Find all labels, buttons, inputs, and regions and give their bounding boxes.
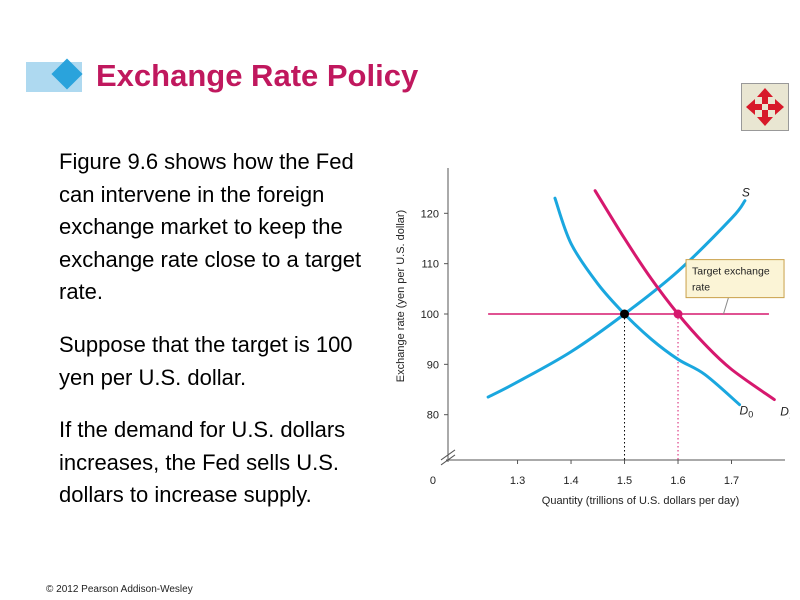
equilibrium-point bbox=[620, 309, 630, 319]
slide-title: Exchange Rate Policy bbox=[96, 58, 419, 93]
arrow-right-icon bbox=[768, 99, 784, 115]
axis-break-mark bbox=[440, 454, 456, 466]
exchange-rate-chart: 80 90 100 110 120 1.3 1.4 1.5 1.6 1.7 0 Quantity (t… bbox=[395, 168, 790, 507]
curve-label: D0 bbox=[740, 404, 754, 420]
y-tick-label: 110 bbox=[421, 259, 439, 271]
paragraph-3: If the demand for U.S. dollars increases… bbox=[59, 417, 346, 508]
y-tick-label: 120 bbox=[421, 208, 439, 220]
body-text: Figure 9.6 shows how the Fed can interve… bbox=[59, 146, 379, 532]
origin-label: 0 bbox=[430, 475, 436, 487]
callout-box bbox=[685, 259, 785, 299]
demand-curve-d0 bbox=[553, 196, 742, 407]
x-tick-label: 1.7 bbox=[724, 475, 739, 487]
equilibrium-point bbox=[673, 309, 683, 319]
x-tick-label: 1.5 bbox=[617, 475, 632, 487]
callout-leader bbox=[723, 296, 730, 315]
four-way-arrow-icon[interactable] bbox=[741, 83, 789, 131]
y-tick-label: 80 bbox=[427, 410, 439, 422]
four-way-arrow-glyph bbox=[746, 88, 784, 126]
supply-curve-s bbox=[486, 199, 747, 399]
paragraph-2: Suppose that the target is 100 yen per U… bbox=[59, 331, 353, 390]
arrow-down-icon bbox=[757, 110, 773, 126]
y-axis-label: Exchange rate (yen per U.S. dollar) bbox=[395, 210, 407, 382]
callout-text-line-2: rate bbox=[692, 282, 710, 294]
curve-label: S bbox=[742, 186, 750, 200]
x-tick-label: 1.6 bbox=[670, 475, 685, 487]
y-tick-label: 100 bbox=[421, 309, 439, 321]
curve-label: D1 bbox=[780, 405, 790, 421]
arrow-left-icon bbox=[746, 99, 762, 115]
arrow-up-icon bbox=[757, 88, 773, 104]
y-tick-label: 90 bbox=[427, 359, 439, 371]
x-tick-label: 1.4 bbox=[563, 475, 578, 487]
callout-text-line-1: Target exchange bbox=[692, 266, 770, 278]
x-axis-label: Quantity (trillions of U.S. dollars per … bbox=[542, 495, 739, 507]
x-tick-label: 1.3 bbox=[510, 475, 525, 487]
axis-break-mark bbox=[440, 449, 456, 461]
copyright: © 2012 Pearson Addison-Wesley bbox=[46, 584, 193, 595]
paragraph-1: Figure 9.6 shows how the Fed can interve… bbox=[59, 149, 362, 305]
